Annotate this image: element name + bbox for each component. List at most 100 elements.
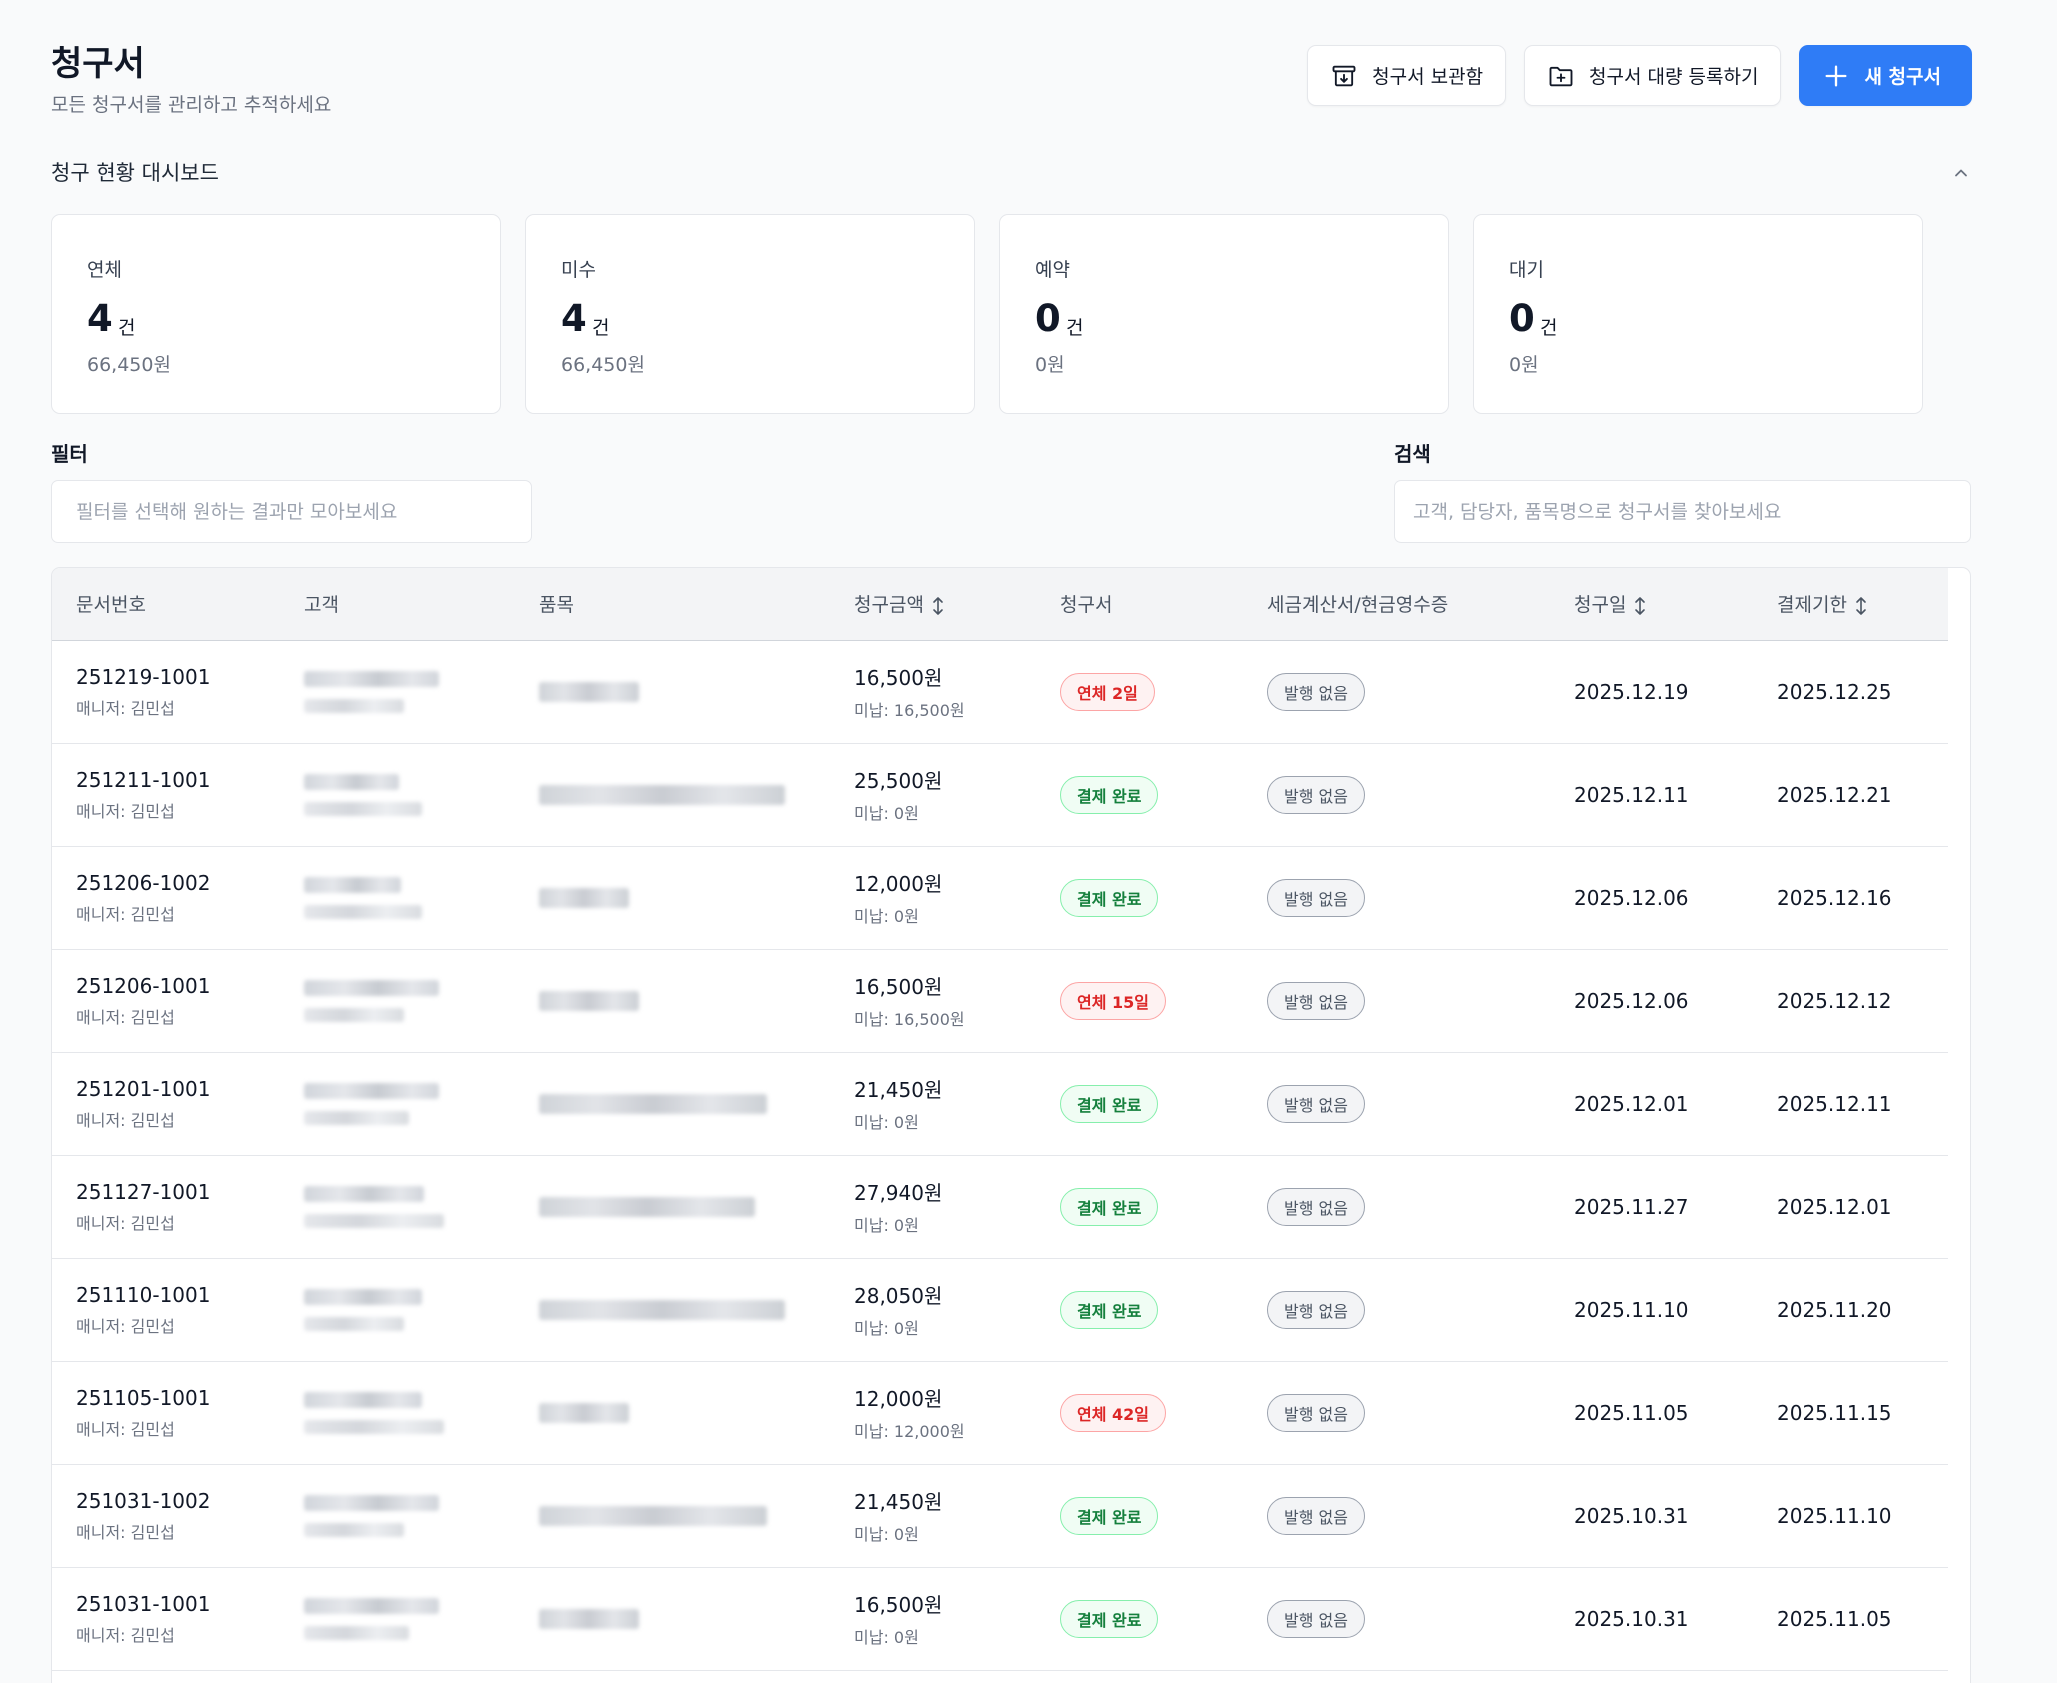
sort-arrows-icon[interactable] — [930, 595, 946, 617]
doc-number[interactable]: 251110-1001 — [76, 1282, 211, 1307]
unpaid-amount: 미납: 0원 — [854, 1113, 919, 1132]
cell-due-date: 2025.11.10 — [1753, 1464, 1948, 1567]
table-row[interactable]: 251031-1001 매니저: 김민섭 16,500원 미납: 0원 결제 완료 발행 … — [52, 1567, 1948, 1670]
billed-date: 2025.11.05 — [1574, 1400, 1689, 1425]
doc-number[interactable]: 251211-1001 — [76, 767, 211, 792]
cell-invoice-status: 결제 완료 — [1036, 743, 1243, 846]
cell-item — [515, 1361, 830, 1464]
invoice-amount: 16,500원 — [854, 1593, 943, 1617]
card-unpaid[interactable]: 미수 4 건 66,450원 — [525, 214, 975, 414]
tax-receipt-badge[interactable]: 발행 없음 — [1267, 1496, 1365, 1535]
cell-doc-no: 251211-1001 매니저: 김민섭 — [52, 743, 280, 846]
table-row[interactable]: 251206-1001 매니저: 김민섭 16,500원 미납: 16,500원 연체 … — [52, 949, 1948, 1052]
redacted-item-name — [539, 1299, 785, 1320]
card-count: 4 — [561, 297, 587, 340]
tax-receipt-badge[interactable]: 발행 없음 — [1267, 672, 1365, 711]
redacted-customer-contact — [304, 1316, 404, 1331]
table-row[interactable]: 251206-1002 매니저: 김민섭 12,000원 미납: 0원 결제 완료 발행 … — [52, 846, 1948, 949]
table-row[interactable]: 251031-1002 매니저: 김민섭 21,450원 미납: 0원 결제 완료 발행 … — [52, 1464, 1948, 1567]
card-amount: 66,450원 — [87, 354, 171, 376]
doc-number[interactable]: 251206-1002 — [76, 870, 211, 895]
billed-date: 2025.10.31 — [1574, 1606, 1689, 1631]
cell-invoice-status: 결제 완료 — [1036, 1464, 1243, 1567]
header-actions: 청구서 보관함 청구서 대량 등록하기 새 청구서 — [1307, 45, 1972, 106]
due-date: 2025.12.21 — [1777, 782, 1892, 807]
card-count: 4 — [87, 297, 113, 340]
cell-tax-receipt: 발행 없음 — [1243, 1464, 1550, 1567]
table-row[interactable]: 251201-1001 매니저: 김민섭 21,450원 미납: 0원 결제 완료 발행 … — [52, 1052, 1948, 1155]
table-row[interactable]: 251127-1001 매니저: 김민섭 27,940원 미납: 0원 결제 완료 발행 … — [52, 1155, 1948, 1258]
manager-name: 매니저: 김민섭 — [76, 1316, 175, 1336]
column-billed-date[interactable]: 청구일 — [1550, 568, 1753, 641]
search-input[interactable] — [1394, 480, 1971, 543]
chevron-up-icon[interactable] — [1951, 163, 1971, 183]
doc-number[interactable]: 251219-1001 — [76, 664, 211, 689]
column-doc-no: 문서번호 — [52, 568, 280, 641]
tax-receipt-badge[interactable]: 발행 없음 — [1267, 981, 1365, 1020]
card-amount: 0원 — [1035, 354, 1065, 376]
redacted-item-name — [539, 784, 785, 805]
new-invoice-button[interactable]: 새 청구서 — [1799, 45, 1972, 106]
cell-due-date: 2025.12.12 — [1753, 949, 1948, 1052]
tax-receipt-badge[interactable]: 발행 없음 — [1267, 1599, 1365, 1638]
doc-number[interactable]: 251031-1001 — [76, 1591, 211, 1616]
tax-receipt-badge[interactable]: 발행 없음 — [1267, 1290, 1365, 1329]
unpaid-amount: 미납: 0원 — [854, 1628, 919, 1647]
cell-billed-date: 2025.11.10 — [1550, 1258, 1753, 1361]
manager-name: 매니저: 김민섭 — [76, 1007, 175, 1027]
cell-invoice-status: 결제 완료 — [1036, 1258, 1243, 1361]
invoice-table: 문서번호 고객 품목 청구금액 청구서 세금계산서/현금영수증 청구일 결제기한… — [51, 567, 1971, 1683]
doc-number[interactable]: 251127-1001 — [76, 1179, 211, 1204]
cell-customer — [280, 1567, 515, 1670]
card-amount: 66,450원 — [561, 354, 645, 376]
tax-receipt-badge[interactable]: 발행 없음 — [1267, 1187, 1365, 1226]
cell-due-date: 2025.12.16 — [1753, 846, 1948, 949]
plus-icon — [1825, 65, 1847, 87]
table-row[interactable]: 251110-1001 매니저: 김민섭 28,050원 미납: 0원 결제 완료 발행 … — [52, 1258, 1948, 1361]
column-due-date[interactable]: 결제기한 — [1753, 568, 1948, 641]
card-overdue[interactable]: 연체 4 건 66,450원 — [51, 214, 501, 414]
tax-receipt-badge[interactable]: 발행 없음 — [1267, 1084, 1365, 1123]
cell-due-date: 2025.11.20 — [1753, 1258, 1948, 1361]
tax-receipt-badge[interactable]: 발행 없음 — [1267, 878, 1365, 917]
doc-number[interactable]: 251105-1001 — [76, 1385, 211, 1410]
manager-name: 매니저: 김민섭 — [76, 904, 175, 924]
doc-number[interactable]: 251031-1002 — [76, 1488, 211, 1513]
tax-receipt-badge[interactable]: 발행 없음 — [1267, 775, 1365, 814]
bulk-register-button[interactable]: 청구서 대량 등록하기 — [1524, 45, 1782, 106]
table-row[interactable]: 251105-1001 매니저: 김민섭 12,000원 미납: 12,000원 연체 … — [52, 1361, 1948, 1464]
redacted-customer-contact — [304, 1419, 444, 1434]
billed-date: 2025.12.11 — [1574, 782, 1689, 807]
cell-item — [515, 949, 830, 1052]
dashboard-title: 청구 현황 대시보드 — [51, 161, 219, 185]
sort-arrows-icon[interactable] — [1853, 595, 1869, 617]
cell-billed-date: 2025.12.01 — [1550, 1052, 1753, 1155]
cell-due-date: 2025.12.21 — [1753, 743, 1948, 846]
cell-invoice-status: 연체 15일 — [1036, 949, 1243, 1052]
sort-arrows-icon[interactable] — [1632, 595, 1648, 617]
card-label: 예약 — [1035, 259, 1070, 281]
column-amount[interactable]: 청구금액 — [830, 568, 1036, 641]
redacted-customer-name — [304, 1082, 439, 1099]
table-row[interactable]: 251219-1001 매니저: 김민섭 16,500원 미납: 16,500원 연체 … — [52, 640, 1948, 743]
card-unit: 건 — [592, 317, 610, 339]
tax-receipt-badge[interactable]: 발행 없음 — [1267, 1393, 1365, 1432]
page-subtitle: 모든 청구서를 관리하고 추적하세요 — [51, 94, 332, 116]
cell-due-date: 2025.12.01 — [1753, 1155, 1948, 1258]
redacted-customer-name — [304, 1391, 422, 1408]
doc-number[interactable]: 251206-1001 — [76, 973, 211, 998]
card-pending[interactable]: 대기 0 건 0원 — [1473, 214, 1923, 414]
table-row[interactable]: 251211-1001 매니저: 김민섭 25,500원 미납: 0원 결제 완료 발행 … — [52, 743, 1948, 846]
invoice-amount: 12,000원 — [854, 1387, 943, 1411]
archive-button[interactable]: 청구서 보관함 — [1307, 45, 1507, 106]
cell-invoice-status: 결제 완료 — [1036, 846, 1243, 949]
doc-number[interactable]: 251201-1001 — [76, 1076, 211, 1101]
filter-input[interactable] — [51, 480, 532, 543]
card-scheduled[interactable]: 예약 0 건 0원 — [999, 214, 1449, 414]
manager-name: 매니저: 김민섭 — [76, 698, 175, 718]
invoice-amount: 16,500원 — [854, 975, 943, 999]
new-invoice-button-label: 새 청구서 — [1864, 66, 1941, 88]
billed-date: 2025.10.31 — [1574, 1503, 1689, 1528]
redacted-customer-contact — [304, 1522, 404, 1537]
card-amount: 0원 — [1509, 354, 1539, 376]
